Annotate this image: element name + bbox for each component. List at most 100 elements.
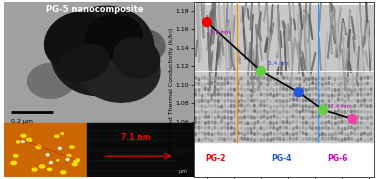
Ellipse shape bbox=[364, 99, 366, 102]
Bar bbox=[318, 6, 374, 142]
Ellipse shape bbox=[16, 141, 20, 143]
Ellipse shape bbox=[312, 77, 314, 80]
Ellipse shape bbox=[251, 122, 252, 125]
Ellipse shape bbox=[302, 82, 304, 85]
Ellipse shape bbox=[277, 128, 278, 130]
Ellipse shape bbox=[260, 76, 262, 79]
Ellipse shape bbox=[217, 89, 219, 91]
Ellipse shape bbox=[218, 105, 219, 108]
Ellipse shape bbox=[208, 138, 209, 141]
Ellipse shape bbox=[254, 116, 255, 119]
Ellipse shape bbox=[296, 126, 297, 129]
Ellipse shape bbox=[311, 52, 316, 73]
Ellipse shape bbox=[286, 138, 288, 141]
Ellipse shape bbox=[367, 88, 369, 91]
Ellipse shape bbox=[211, 111, 213, 114]
Ellipse shape bbox=[296, 121, 297, 123]
Ellipse shape bbox=[211, 88, 212, 90]
Ellipse shape bbox=[263, 76, 265, 79]
Ellipse shape bbox=[127, 30, 165, 62]
Ellipse shape bbox=[354, 139, 356, 141]
Ellipse shape bbox=[290, 105, 291, 108]
Ellipse shape bbox=[292, 120, 294, 123]
Ellipse shape bbox=[280, 31, 282, 48]
Ellipse shape bbox=[361, 117, 363, 119]
Ellipse shape bbox=[270, 138, 272, 141]
Ellipse shape bbox=[231, 0, 232, 25]
Ellipse shape bbox=[289, 99, 291, 101]
Ellipse shape bbox=[280, 62, 282, 75]
Ellipse shape bbox=[270, 110, 272, 113]
Ellipse shape bbox=[195, 117, 197, 119]
Ellipse shape bbox=[273, 138, 274, 141]
Ellipse shape bbox=[370, 88, 372, 91]
Ellipse shape bbox=[227, 111, 229, 113]
Ellipse shape bbox=[51, 6, 154, 96]
Ellipse shape bbox=[289, 111, 291, 113]
Ellipse shape bbox=[344, 105, 346, 108]
Point bbox=[204, 21, 210, 23]
Ellipse shape bbox=[205, 116, 206, 118]
Ellipse shape bbox=[226, 28, 229, 43]
Ellipse shape bbox=[276, 100, 278, 102]
Ellipse shape bbox=[231, 121, 232, 124]
Ellipse shape bbox=[341, 88, 342, 91]
Bar bbox=[87, 123, 194, 177]
Ellipse shape bbox=[328, 82, 330, 85]
Ellipse shape bbox=[315, 78, 317, 81]
Ellipse shape bbox=[218, 93, 219, 96]
Ellipse shape bbox=[221, 87, 222, 90]
Ellipse shape bbox=[227, 65, 231, 73]
Ellipse shape bbox=[247, 132, 249, 135]
Ellipse shape bbox=[343, 19, 346, 35]
Ellipse shape bbox=[196, 40, 197, 57]
Ellipse shape bbox=[257, 116, 259, 119]
Ellipse shape bbox=[286, 88, 288, 91]
Ellipse shape bbox=[218, 77, 219, 79]
Ellipse shape bbox=[257, 29, 261, 41]
Ellipse shape bbox=[224, 94, 226, 96]
Ellipse shape bbox=[306, 138, 307, 140]
Ellipse shape bbox=[283, 83, 285, 86]
Ellipse shape bbox=[299, 127, 301, 130]
Ellipse shape bbox=[332, 94, 333, 97]
Ellipse shape bbox=[240, 77, 242, 80]
Ellipse shape bbox=[339, 21, 342, 59]
Ellipse shape bbox=[241, 137, 243, 140]
Ellipse shape bbox=[208, 32, 211, 91]
Ellipse shape bbox=[208, 111, 209, 113]
Ellipse shape bbox=[341, 82, 342, 85]
Ellipse shape bbox=[214, 117, 216, 119]
Ellipse shape bbox=[231, 93, 232, 96]
Ellipse shape bbox=[205, 122, 206, 125]
Ellipse shape bbox=[302, 122, 304, 124]
Ellipse shape bbox=[332, 137, 333, 140]
Ellipse shape bbox=[269, 26, 273, 31]
Ellipse shape bbox=[201, 99, 203, 102]
Ellipse shape bbox=[347, 83, 349, 85]
Ellipse shape bbox=[344, 88, 346, 90]
Ellipse shape bbox=[351, 89, 352, 92]
Ellipse shape bbox=[344, 121, 346, 123]
Ellipse shape bbox=[319, 1, 321, 31]
Ellipse shape bbox=[286, 76, 288, 79]
Ellipse shape bbox=[328, 0, 332, 54]
Ellipse shape bbox=[201, 115, 203, 118]
Ellipse shape bbox=[195, 82, 197, 85]
Ellipse shape bbox=[204, 94, 206, 96]
Ellipse shape bbox=[241, 127, 242, 129]
Ellipse shape bbox=[201, 132, 203, 134]
Ellipse shape bbox=[370, 99, 372, 102]
Ellipse shape bbox=[26, 138, 32, 141]
Ellipse shape bbox=[296, 137, 297, 140]
Text: PG-5 nanocomposite: PG-5 nanocomposite bbox=[46, 5, 144, 14]
Ellipse shape bbox=[302, 77, 304, 80]
Ellipse shape bbox=[227, 138, 229, 141]
Ellipse shape bbox=[256, 43, 257, 71]
Ellipse shape bbox=[309, 94, 310, 96]
Ellipse shape bbox=[318, 138, 320, 141]
Ellipse shape bbox=[251, 94, 252, 97]
Ellipse shape bbox=[325, 133, 326, 136]
Ellipse shape bbox=[59, 147, 61, 149]
Ellipse shape bbox=[234, 139, 235, 142]
